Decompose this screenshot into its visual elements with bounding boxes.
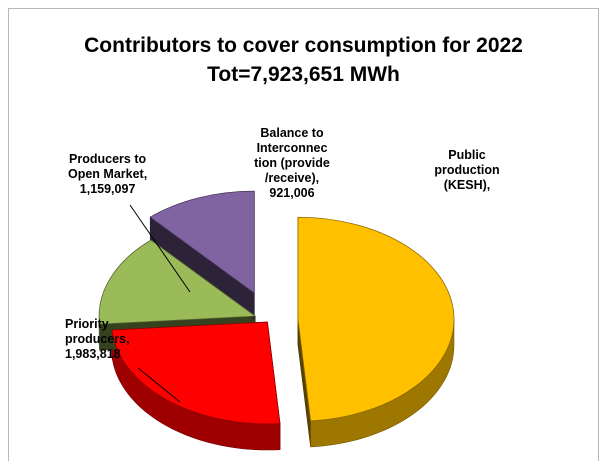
slice-balance-to: [149, 190, 255, 294]
chart-subtitle: Tot=7,923,651 MWh: [207, 63, 400, 86]
leader-line-priority-producers: [137, 367, 181, 403]
slice-producers-to: [98, 239, 257, 325]
slice-public: [297, 216, 455, 422]
chart-title: Contributors to cover consumption for 20…: [84, 34, 523, 57]
slice-priority: [111, 321, 281, 425]
slice-label-public-production: Public production (KESH),: [434, 148, 500, 192]
slice-label-priority-producers: Priority producers, 1,983,818: [65, 317, 130, 361]
slice-label-interconnection: Balance to Interconnec tion (provide/recei…: [254, 126, 330, 200]
slice-label-open-market: Producers to Open Market, 1,159,097: [68, 152, 148, 196]
leader-line-open-market: [129, 204, 191, 293]
